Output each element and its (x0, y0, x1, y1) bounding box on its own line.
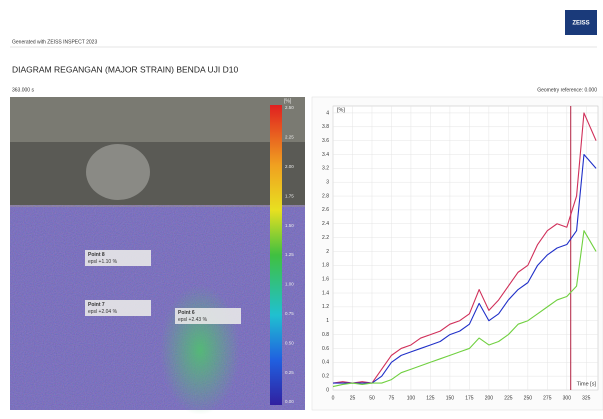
image-texture (10, 205, 305, 410)
x-tick-label: 275 (543, 395, 552, 401)
y-tick-label: 2.6 (322, 207, 329, 213)
point-name: Point 8 (88, 252, 105, 258)
colorbar-tick-label: 2.50 (285, 105, 294, 110)
y-tick-label: 1.6 (322, 276, 329, 282)
x-tick-label: 75 (389, 395, 395, 401)
x-tick-label: 200 (485, 395, 494, 401)
colorbar-tick-label: 2.00 (285, 164, 294, 169)
geometry-reference: Geometry reference: 0.000 (537, 87, 597, 93)
y-tick-label: 3 (326, 180, 329, 186)
x-tick-label: 225 (504, 395, 513, 401)
point-label-box (175, 308, 241, 324)
point-name: Point 6 (178, 310, 195, 316)
series-line (333, 153, 597, 384)
y-tick-label: 2.4 (322, 221, 329, 227)
logo-text: ZEISS (572, 21, 589, 27)
colorbar-tick-label: 1.00 (285, 282, 294, 287)
x-tick-label: 300 (563, 395, 572, 401)
image-feature (86, 144, 150, 200)
y-tick-label: 1.4 (322, 290, 329, 296)
x-tick-label: 175 (465, 395, 474, 401)
y-tick-label: 4 (326, 110, 329, 116)
y-tick-label: 1.8 (322, 263, 329, 269)
point-value: epsl +2.43 % (178, 317, 208, 323)
strain-zone (160, 285, 240, 415)
colorbar-tick-label: 1.75 (285, 193, 294, 198)
colorbar-tick-label: 1.50 (285, 223, 294, 228)
point-name: Point 7 (88, 302, 105, 308)
x-tick-label: 50 (369, 395, 375, 401)
colorbar-tick-label: 1.25 (285, 252, 294, 257)
x-tick-label: 25 (350, 395, 356, 401)
y-tick-label: 1 (326, 318, 329, 324)
colorbar (270, 105, 282, 405)
y-tick-label: 3.2 (322, 166, 329, 172)
y-tick-label: 0.4 (322, 360, 329, 366)
colorbar-tick-label: 0.00 (285, 399, 294, 404)
y-tick-label: 0.6 (322, 346, 329, 352)
point-label-box (85, 250, 151, 266)
point-value: epsl +1.10 % (88, 259, 118, 265)
series-line (332, 230, 597, 388)
series-line (332, 112, 597, 384)
point-label-box (85, 300, 151, 316)
x-tick-label: 125 (426, 395, 435, 401)
x-tick-label: 150 (446, 395, 455, 401)
plot-area (332, 105, 599, 391)
y-tick-label: 0.8 (322, 332, 329, 338)
strain-image (10, 97, 305, 415)
y-tick-label: 1.2 (322, 304, 329, 310)
x-tick-label: 0 (332, 395, 335, 401)
y-tick-label: 0.2 (322, 373, 329, 379)
colorbar-tick-label: 0.75 (285, 311, 294, 316)
generated-note: Generated with ZEISS INSPECT 2023 (12, 39, 97, 45)
y-tick-label: 3.6 (322, 138, 329, 144)
y-tick-label: 2 (326, 249, 329, 255)
x-tick-label: 100 (407, 395, 416, 401)
colorbar-unit: [%] (284, 98, 292, 104)
x-tick-label: 325 (582, 395, 591, 401)
y-tick-label: 2.8 (322, 193, 329, 199)
y-tick-label: 3.4 (322, 152, 329, 158)
y-tick-label: 3.8 (322, 124, 329, 130)
colorbar-tick-label: 0.50 (285, 340, 294, 345)
y-axis-label: [%] (337, 107, 345, 113)
colorbar-tick-label: 2.25 (285, 135, 294, 140)
y-tick-label: 0 (326, 387, 329, 393)
y-tick-label: 2.2 (322, 235, 329, 241)
logo (565, 10, 597, 35)
image-beam (10, 97, 305, 142)
point-value: epsl +2.04 % (88, 309, 118, 315)
x-tick-label: 250 (524, 395, 533, 401)
colorbar-tick-label: 0.25 (285, 370, 294, 375)
x-axis-label: Time [s] (577, 381, 597, 387)
page-title: DIAGRAM REGANGAN (MAJOR STRAIN) BENDA UJ… (12, 64, 238, 74)
time-stamp: 363.000 s (12, 87, 34, 93)
